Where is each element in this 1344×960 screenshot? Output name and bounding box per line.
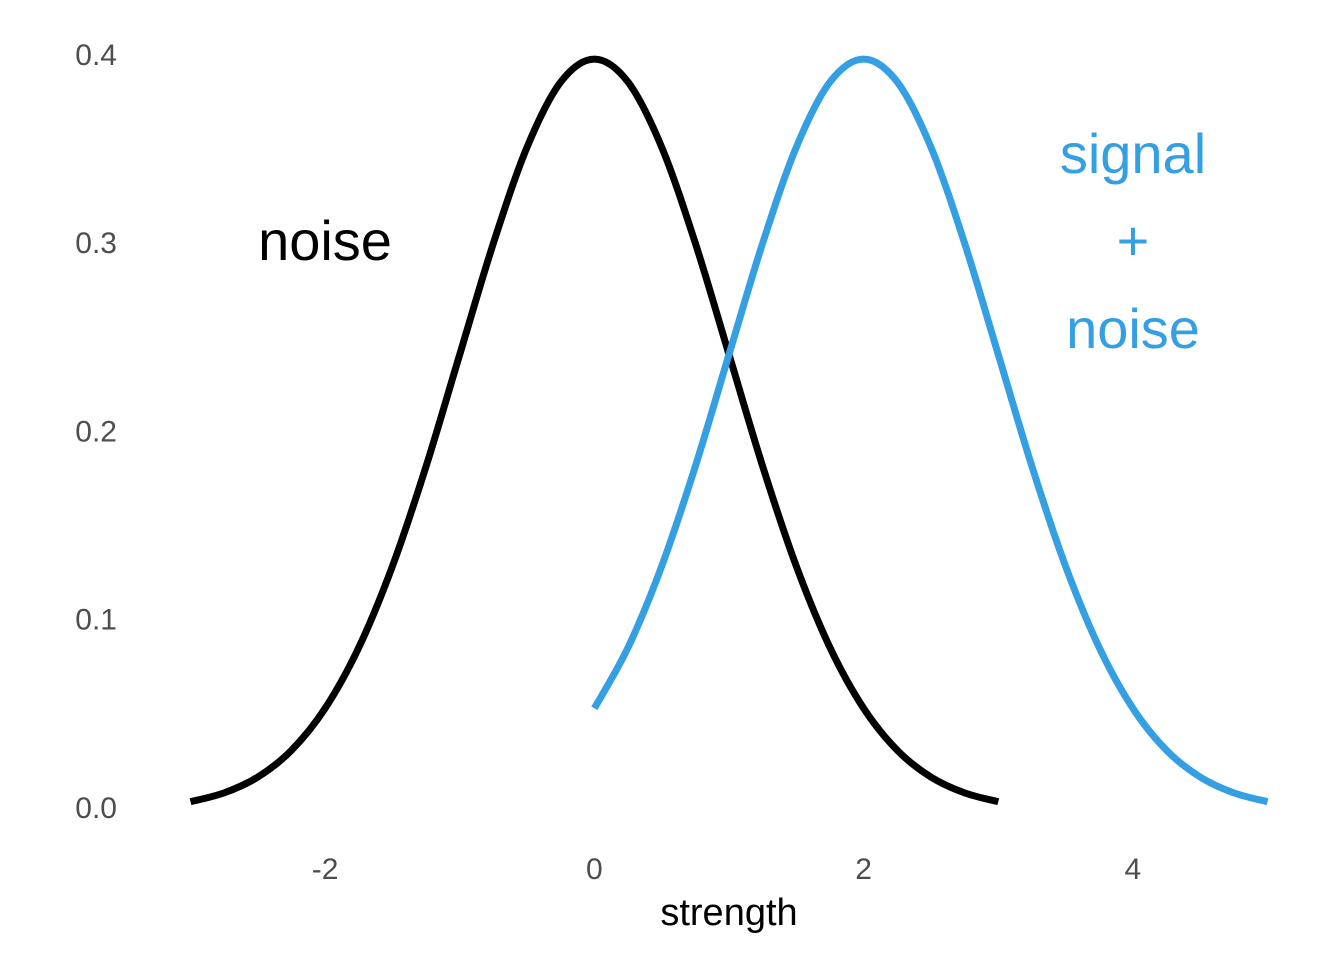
x-axis-title: strength [660, 892, 797, 934]
annotation: signal [1060, 122, 1206, 185]
y-tick-label: 0.0 [75, 792, 117, 825]
density-line [591, 55, 1269, 806]
y-tick-label: 0.3 [75, 227, 117, 260]
x-tick-label: 4 [1125, 853, 1142, 886]
x-tick-label: -2 [312, 853, 339, 886]
annotation: noise [1066, 297, 1200, 360]
y-tick-label: 0.2 [75, 415, 117, 448]
x-tick-label: 0 [586, 853, 603, 886]
y-tick-label: 0.4 [75, 39, 117, 72]
density-line [189, 55, 1000, 806]
annotation: + [1117, 209, 1150, 272]
x-tick-label: 2 [855, 853, 872, 886]
y-tick-label: 0.1 [75, 604, 117, 637]
annotation: noise [258, 209, 392, 272]
